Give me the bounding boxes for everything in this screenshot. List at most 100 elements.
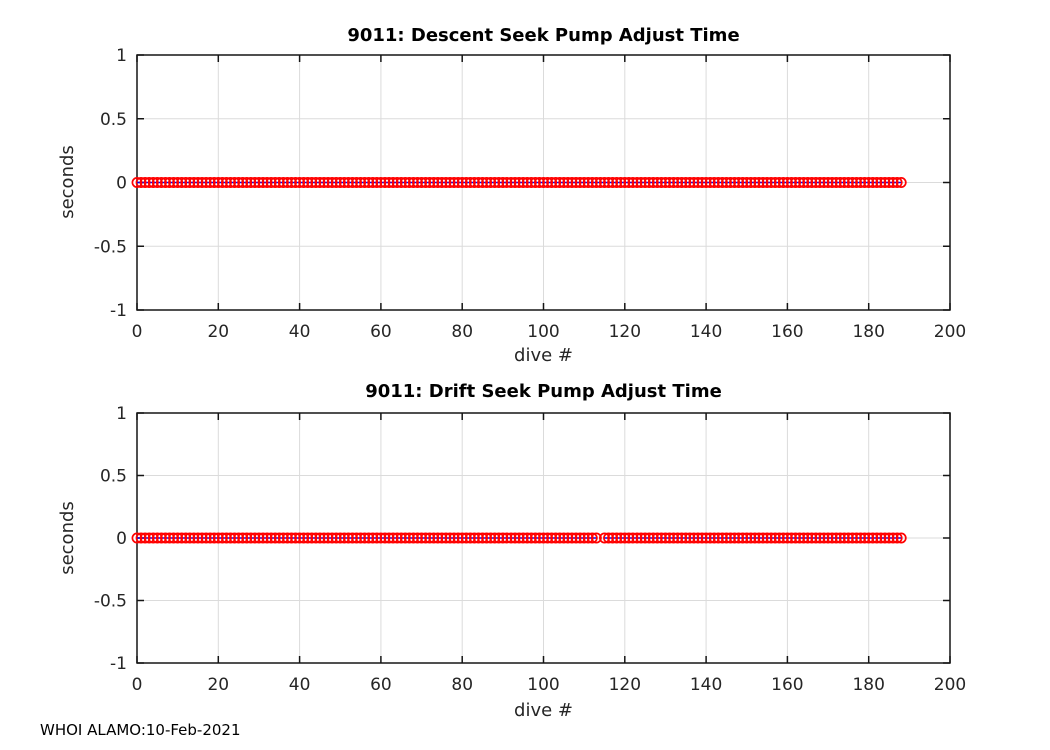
data-point-marker <box>485 177 497 188</box>
data-point-marker <box>867 532 879 544</box>
data-point-marker <box>448 532 460 544</box>
data-point-marker <box>546 532 558 544</box>
data-point-marker <box>834 177 846 188</box>
data-point-marker <box>753 177 765 188</box>
data-point-marker <box>164 532 175 544</box>
data-point-marker <box>281 532 293 544</box>
data-point-marker <box>253 177 265 188</box>
data-point-marker <box>424 532 436 544</box>
data-point-marker <box>623 532 635 544</box>
data-point-marker <box>428 532 440 544</box>
data-point-marker <box>562 177 574 188</box>
data-point-marker <box>851 532 862 544</box>
data-point-marker <box>273 177 285 188</box>
data-point-marker <box>172 532 184 544</box>
data-point-marker <box>737 177 749 188</box>
data-point-marker <box>290 177 301 188</box>
data-point-marker <box>310 532 322 544</box>
data-point-marker <box>188 177 200 188</box>
x-tick-label: 100 <box>527 675 559 695</box>
x-tick-label: 140 <box>690 675 722 695</box>
data-point-marker <box>428 177 440 188</box>
data-point-marker <box>733 177 745 188</box>
data-point-marker <box>188 532 200 544</box>
data-point-marker <box>375 177 387 188</box>
data-point-marker <box>546 177 558 188</box>
data-point-marker <box>399 177 411 188</box>
data-point-marker <box>712 532 724 544</box>
data-point-marker <box>887 177 899 188</box>
data-point-marker <box>619 177 631 188</box>
data-point-marker <box>204 177 216 188</box>
data-point-marker <box>160 177 171 188</box>
data-point-marker <box>814 177 826 188</box>
data-point-marker <box>212 177 224 188</box>
x-tick-label: 120 <box>609 675 641 695</box>
data-point-marker <box>436 532 448 544</box>
subplot-0: 0 20 40 60 80 100 120 140 160 180 200 1 0.5 0 -0.5 -1 <box>94 46 966 342</box>
data-point-marker <box>586 177 598 188</box>
x-tick-label: 0 <box>132 675 143 695</box>
data-point-marker <box>314 177 326 188</box>
data-point-marker <box>696 532 708 544</box>
data-point-marker <box>204 532 216 544</box>
data-point-marker <box>168 532 180 544</box>
data-point-marker <box>432 532 444 544</box>
data-point-marker <box>538 177 549 188</box>
data-point-marker <box>473 532 484 544</box>
data-point-marker <box>777 532 789 544</box>
x-tick-label: 0 <box>132 322 143 342</box>
data-point-marker <box>672 177 684 188</box>
x-tick-label: 20 <box>207 322 229 342</box>
data-point-marker <box>781 532 793 544</box>
data-point-marker <box>830 177 842 188</box>
data-point-marker <box>208 177 220 188</box>
data-point-marker <box>164 177 175 188</box>
x-tick-label: 120 <box>609 322 641 342</box>
data-point-marker <box>517 177 529 188</box>
data-point-marker <box>692 177 704 188</box>
watermark-text: WHOI ALAMO:10-Feb-2021 <box>40 721 241 739</box>
data-point-marker <box>294 177 306 188</box>
data-point-marker <box>566 177 578 188</box>
data-point-marker <box>871 532 883 544</box>
data-point-marker <box>416 177 427 188</box>
data-point-marker <box>643 177 655 188</box>
data-point-marker <box>379 532 391 544</box>
data-point-marker <box>497 532 509 544</box>
data-point-marker <box>631 177 643 188</box>
data-point-marker <box>818 177 830 188</box>
data-point-marker <box>314 532 326 544</box>
data-point-marker <box>582 177 594 188</box>
data-point-marker <box>517 532 529 544</box>
data-point-marker <box>481 177 493 188</box>
data-point-marker <box>745 177 757 188</box>
data-point-marker <box>367 177 379 188</box>
y-tick-label: 0 <box>116 529 127 549</box>
data-point-marker <box>176 177 188 188</box>
x-tick-label: 20 <box>207 675 229 695</box>
data-point-marker <box>554 177 566 188</box>
data-point-marker <box>708 532 720 544</box>
data-point-marker <box>619 532 631 544</box>
data-point-marker <box>716 177 728 188</box>
data-point-marker <box>700 532 712 544</box>
data-point-marker <box>729 177 741 188</box>
data-point-marker <box>176 532 188 544</box>
data-point-marker <box>286 177 297 188</box>
y-axis-label-drift: seconds <box>57 501 78 575</box>
data-point-marker <box>875 532 887 544</box>
data-point-marker <box>757 177 769 188</box>
data-point-marker <box>334 532 346 544</box>
data-point-marker <box>720 177 732 188</box>
y-tick-label: -0.5 <box>94 592 127 612</box>
x-axis-label-drift: dive # <box>514 700 573 721</box>
data-point-marker <box>538 532 549 544</box>
data-point-marker <box>269 177 281 188</box>
data-point-marker <box>346 532 358 544</box>
data-point-marker <box>513 177 525 188</box>
data-point-marker <box>741 532 753 544</box>
y-tick-label: -0.5 <box>94 237 127 257</box>
data-point-marker <box>306 532 318 544</box>
data-point-marker <box>208 532 220 544</box>
